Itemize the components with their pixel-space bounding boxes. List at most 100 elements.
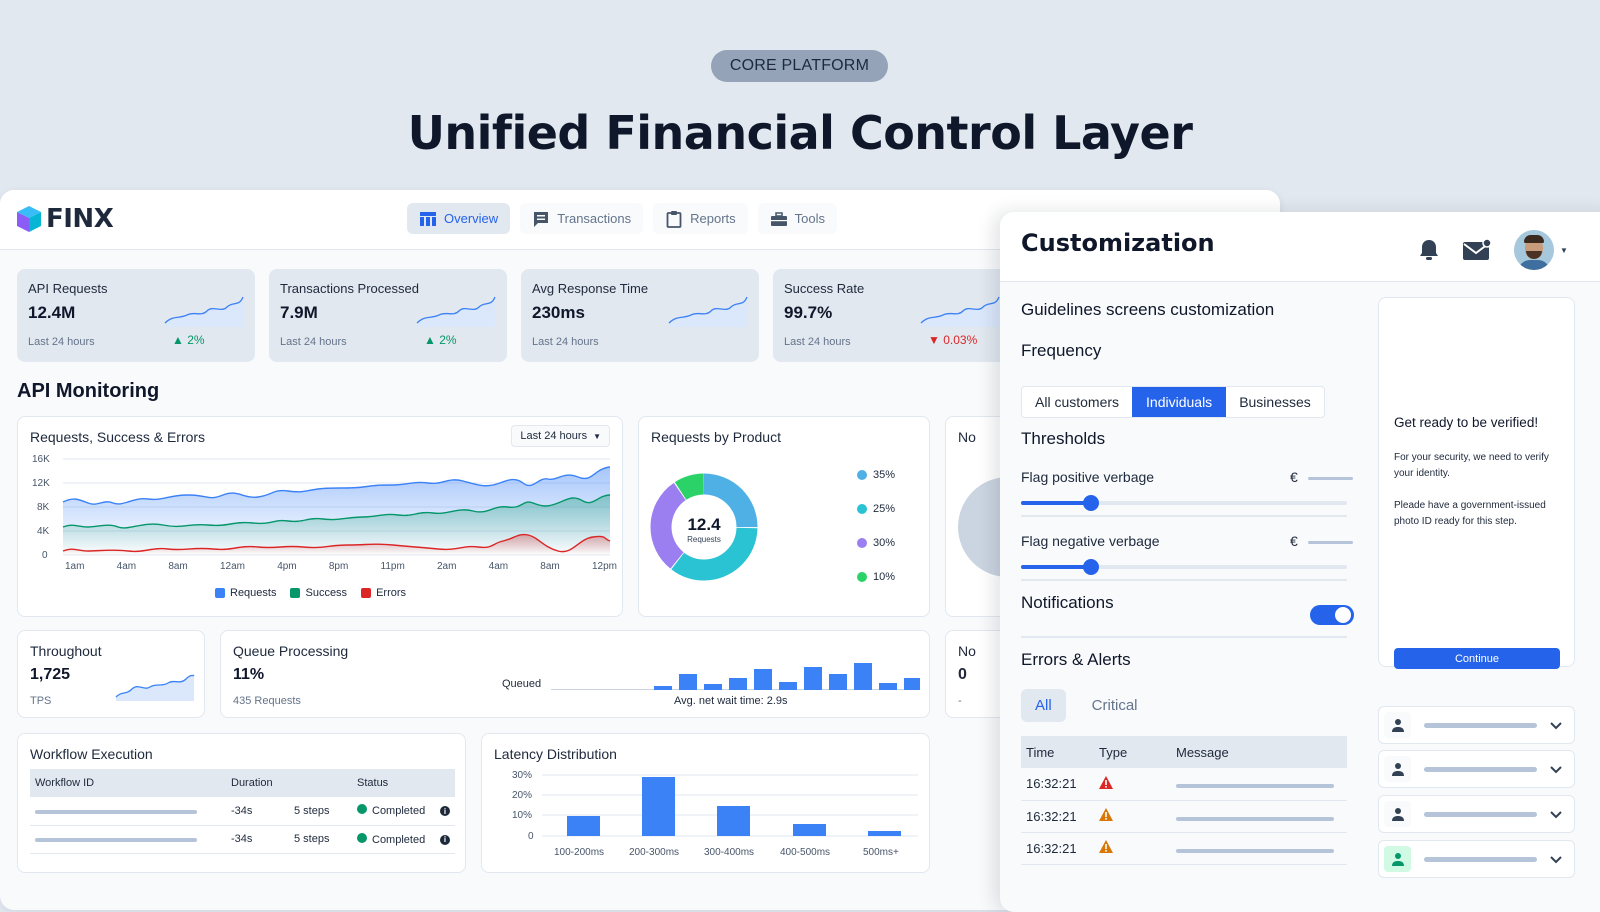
bell-icon[interactable] (1418, 238, 1440, 262)
accordion-item[interactable] (1378, 840, 1575, 878)
triangle-up-icon: ▲ (424, 333, 440, 347)
legend-errors[interactable]: Errors (361, 587, 406, 599)
chevron-down-icon[interactable] (1549, 852, 1563, 866)
svg-text:30%: 30% (512, 770, 532, 781)
chevron-down-icon[interactable] (1549, 718, 1563, 732)
stat-card-transactions[interactable]: Transactions Processed 7.9M Last 24 hour… (269, 269, 507, 362)
continue-button[interactable]: Continue (1394, 648, 1560, 669)
sparkline (920, 296, 1000, 327)
logo[interactable]: FINX (16, 204, 114, 234)
negative-verbage-slider[interactable] (1021, 559, 1347, 575)
notifications-toggle[interactable] (1310, 605, 1354, 625)
accordion-item[interactable] (1378, 750, 1575, 788)
hero-title: Unified Financial Control Layer (407, 106, 1193, 160)
nav-transactions[interactable]: Transactions (520, 203, 644, 234)
status-badge: Completed (352, 797, 435, 826)
rse-area-chart: 16K 12K 8K 4K 0 (32, 454, 611, 561)
svg-text:500ms+: 500ms+ (863, 847, 899, 858)
section-title: API Monitoring (17, 380, 160, 402)
info-icon[interactable]: i (440, 806, 450, 817)
stat-card-api-requests[interactable]: API Requests 12.4M Last 24 hours ▲ 2% (17, 269, 255, 362)
table-row[interactable]: -34s 5 steps Completed i (30, 825, 455, 854)
svg-text:0: 0 (42, 550, 48, 561)
donut-legend: 35% 25% 30% 10% (857, 469, 895, 583)
segment-individuals[interactable]: Individuals (1132, 387, 1227, 417)
slider-thumb[interactable] (1083, 559, 1099, 575)
message-placeholder (1176, 784, 1334, 789)
svg-text:400-500ms: 400-500ms (780, 847, 830, 858)
legend-success[interactable]: Success (290, 587, 347, 599)
mail-icon[interactable] (1462, 238, 1492, 262)
segment-businesses[interactable]: Businesses (1239, 394, 1311, 410)
alert-tabs: All Critical (1021, 689, 1152, 722)
threshold-value-placeholder[interactable] (1308, 477, 1353, 480)
threshold-value-placeholder[interactable] (1308, 541, 1353, 544)
message-icon (534, 211, 549, 227)
rse-chart-card: Requests, Success & Errors Last 24 hours… (17, 416, 623, 617)
alert-warning-icon (1099, 840, 1113, 853)
svg-text:0: 0 (528, 831, 534, 842)
table-row[interactable]: 16:32:21 (1021, 832, 1347, 865)
product-donut-card: Requests by Product 12.4 Requests 35% 25… (638, 416, 930, 617)
workflow-id-placeholder (35, 809, 197, 814)
toolbox-icon (770, 211, 787, 226)
legend-requests[interactable]: Requests (215, 587, 276, 599)
svg-text:4K: 4K (37, 526, 50, 537)
clipboard-icon (666, 210, 682, 228)
message-placeholder (1176, 848, 1334, 853)
queue-bar-chart (654, 663, 920, 690)
tab-all[interactable]: All (1021, 689, 1066, 722)
legend-item: 10% (857, 571, 895, 583)
legend-item: 35% (857, 469, 895, 481)
accordion-item[interactable] (1378, 706, 1575, 744)
status-badge: Completed (352, 825, 435, 854)
svg-text:200-300ms: 200-300ms (629, 847, 679, 858)
nav-reports[interactable]: Reports (653, 203, 748, 234)
table-row[interactable]: 16:32:21 (1021, 800, 1347, 833)
queue-card: Queue Processing 11% 435 Requests Queued… (220, 630, 930, 718)
chevron-down-icon[interactable] (1549, 807, 1563, 821)
throughput-card: Throughout 1,725 TPS (17, 630, 205, 718)
table-row[interactable]: 16:32:21 (1021, 768, 1347, 801)
triangle-up-icon: ▲ (172, 333, 188, 347)
segment-all-customers[interactable]: All customers (1035, 394, 1120, 410)
legend-item: 30% (857, 537, 895, 549)
svg-text:20%: 20% (512, 790, 532, 801)
workflow-table: Workflow ID Duration Status -34s 5 steps… (30, 769, 455, 854)
donut-center: 12.4 Requests (687, 515, 721, 544)
svg-text:10%: 10% (512, 810, 532, 821)
slider-thumb[interactable] (1083, 495, 1099, 511)
alert-critical-icon (1099, 775, 1113, 789)
table-row[interactable]: -34s 5 steps Completed i (30, 797, 455, 826)
main-nav: Overview Transactions Reports Tools (407, 203, 838, 234)
chevron-down-icon[interactable] (1549, 762, 1563, 776)
tab-critical[interactable]: Critical (1077, 689, 1152, 722)
alert-warning-icon (1099, 808, 1113, 821)
frequency-segmented-control: All customers Individuals Businesses (1021, 386, 1325, 418)
svg-text:300-400ms: 300-400ms (704, 847, 754, 858)
stat-card-success-rate[interactable]: Success Rate 99.7% Last 24 hours ▼ 0.03% (773, 269, 1011, 362)
avatar[interactable] (1514, 230, 1554, 270)
info-icon[interactable]: i (440, 834, 450, 845)
range-dropdown[interactable]: Last 24 hours ▼ (511, 425, 610, 447)
stat-row: API Requests 12.4M Last 24 hours ▲ 2% Tr… (17, 269, 1011, 362)
alerts-table: Time Type Message 16:32:21 16:32:21 16:3… (1021, 736, 1347, 865)
stat-card-response-time[interactable]: Avg Response Time 230ms Last 24 hours (521, 269, 759, 362)
hero-badge: CORE PLATFORM (711, 50, 888, 82)
chart-legend: Requests Success Errors (215, 587, 406, 599)
positive-verbage-slider[interactable] (1021, 495, 1347, 511)
trend-up: ▲ 2% (172, 333, 205, 347)
latency-card: Latency Distribution 30% 20% 10% 0 100-200m… (481, 733, 930, 873)
sparkline (115, 674, 195, 701)
table-icon (420, 211, 436, 226)
x-axis-labels: 1am 4am 8am 12am 4pm 8pm 11pm 2am 4am 8am 12pm (65, 561, 617, 572)
cube-logo-icon (17, 206, 41, 232)
caret-down-icon[interactable]: ▼ (1560, 245, 1568, 255)
user-icon (1391, 719, 1404, 732)
nav-overview[interactable]: Overview (407, 203, 511, 234)
accordion-item[interactable] (1378, 795, 1575, 833)
trend-up: ▲ 2% (424, 333, 457, 347)
customization-panel: Customization ▼ Guidelines screens custo… (1000, 212, 1600, 912)
nav-tools[interactable]: Tools (757, 203, 838, 234)
donut-chart (650, 473, 758, 581)
